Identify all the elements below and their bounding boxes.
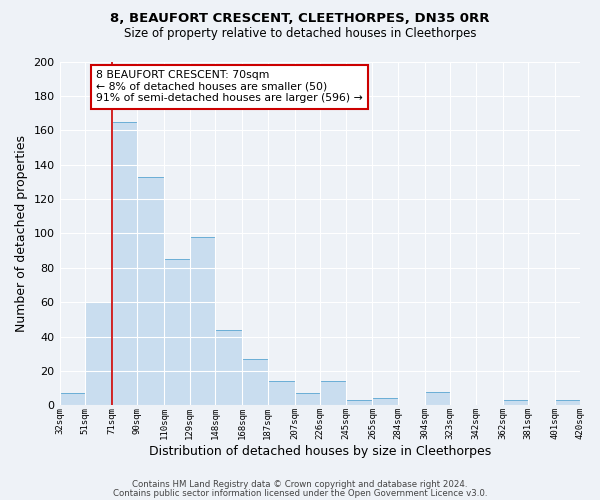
Bar: [555, 400, 581, 406]
Bar: [346, 400, 373, 406]
Bar: [295, 394, 320, 406]
Bar: [215, 330, 242, 406]
Y-axis label: Number of detached properties: Number of detached properties: [15, 135, 28, 332]
Bar: [190, 237, 215, 406]
Bar: [85, 302, 112, 406]
Text: Size of property relative to detached houses in Cleethorpes: Size of property relative to detached ho…: [124, 28, 476, 40]
Text: 8 BEAUFORT CRESCENT: 70sqm
← 8% of detached houses are smaller (50)
91% of semi-: 8 BEAUFORT CRESCENT: 70sqm ← 8% of detac…: [96, 70, 363, 103]
Bar: [164, 259, 190, 406]
Bar: [320, 381, 346, 406]
Bar: [503, 400, 528, 406]
Text: Contains HM Land Registry data © Crown copyright and database right 2024.: Contains HM Land Registry data © Crown c…: [132, 480, 468, 489]
Bar: [112, 122, 137, 406]
Bar: [425, 392, 450, 406]
X-axis label: Distribution of detached houses by size in Cleethorpes: Distribution of detached houses by size …: [149, 444, 491, 458]
Bar: [268, 381, 295, 406]
Bar: [59, 394, 85, 406]
Bar: [242, 359, 268, 406]
Text: 8, BEAUFORT CRESCENT, CLEETHORPES, DN35 0RR: 8, BEAUFORT CRESCENT, CLEETHORPES, DN35 …: [110, 12, 490, 26]
Bar: [137, 176, 164, 406]
Text: Contains public sector information licensed under the Open Government Licence v3: Contains public sector information licen…: [113, 488, 487, 498]
Bar: [373, 398, 398, 406]
